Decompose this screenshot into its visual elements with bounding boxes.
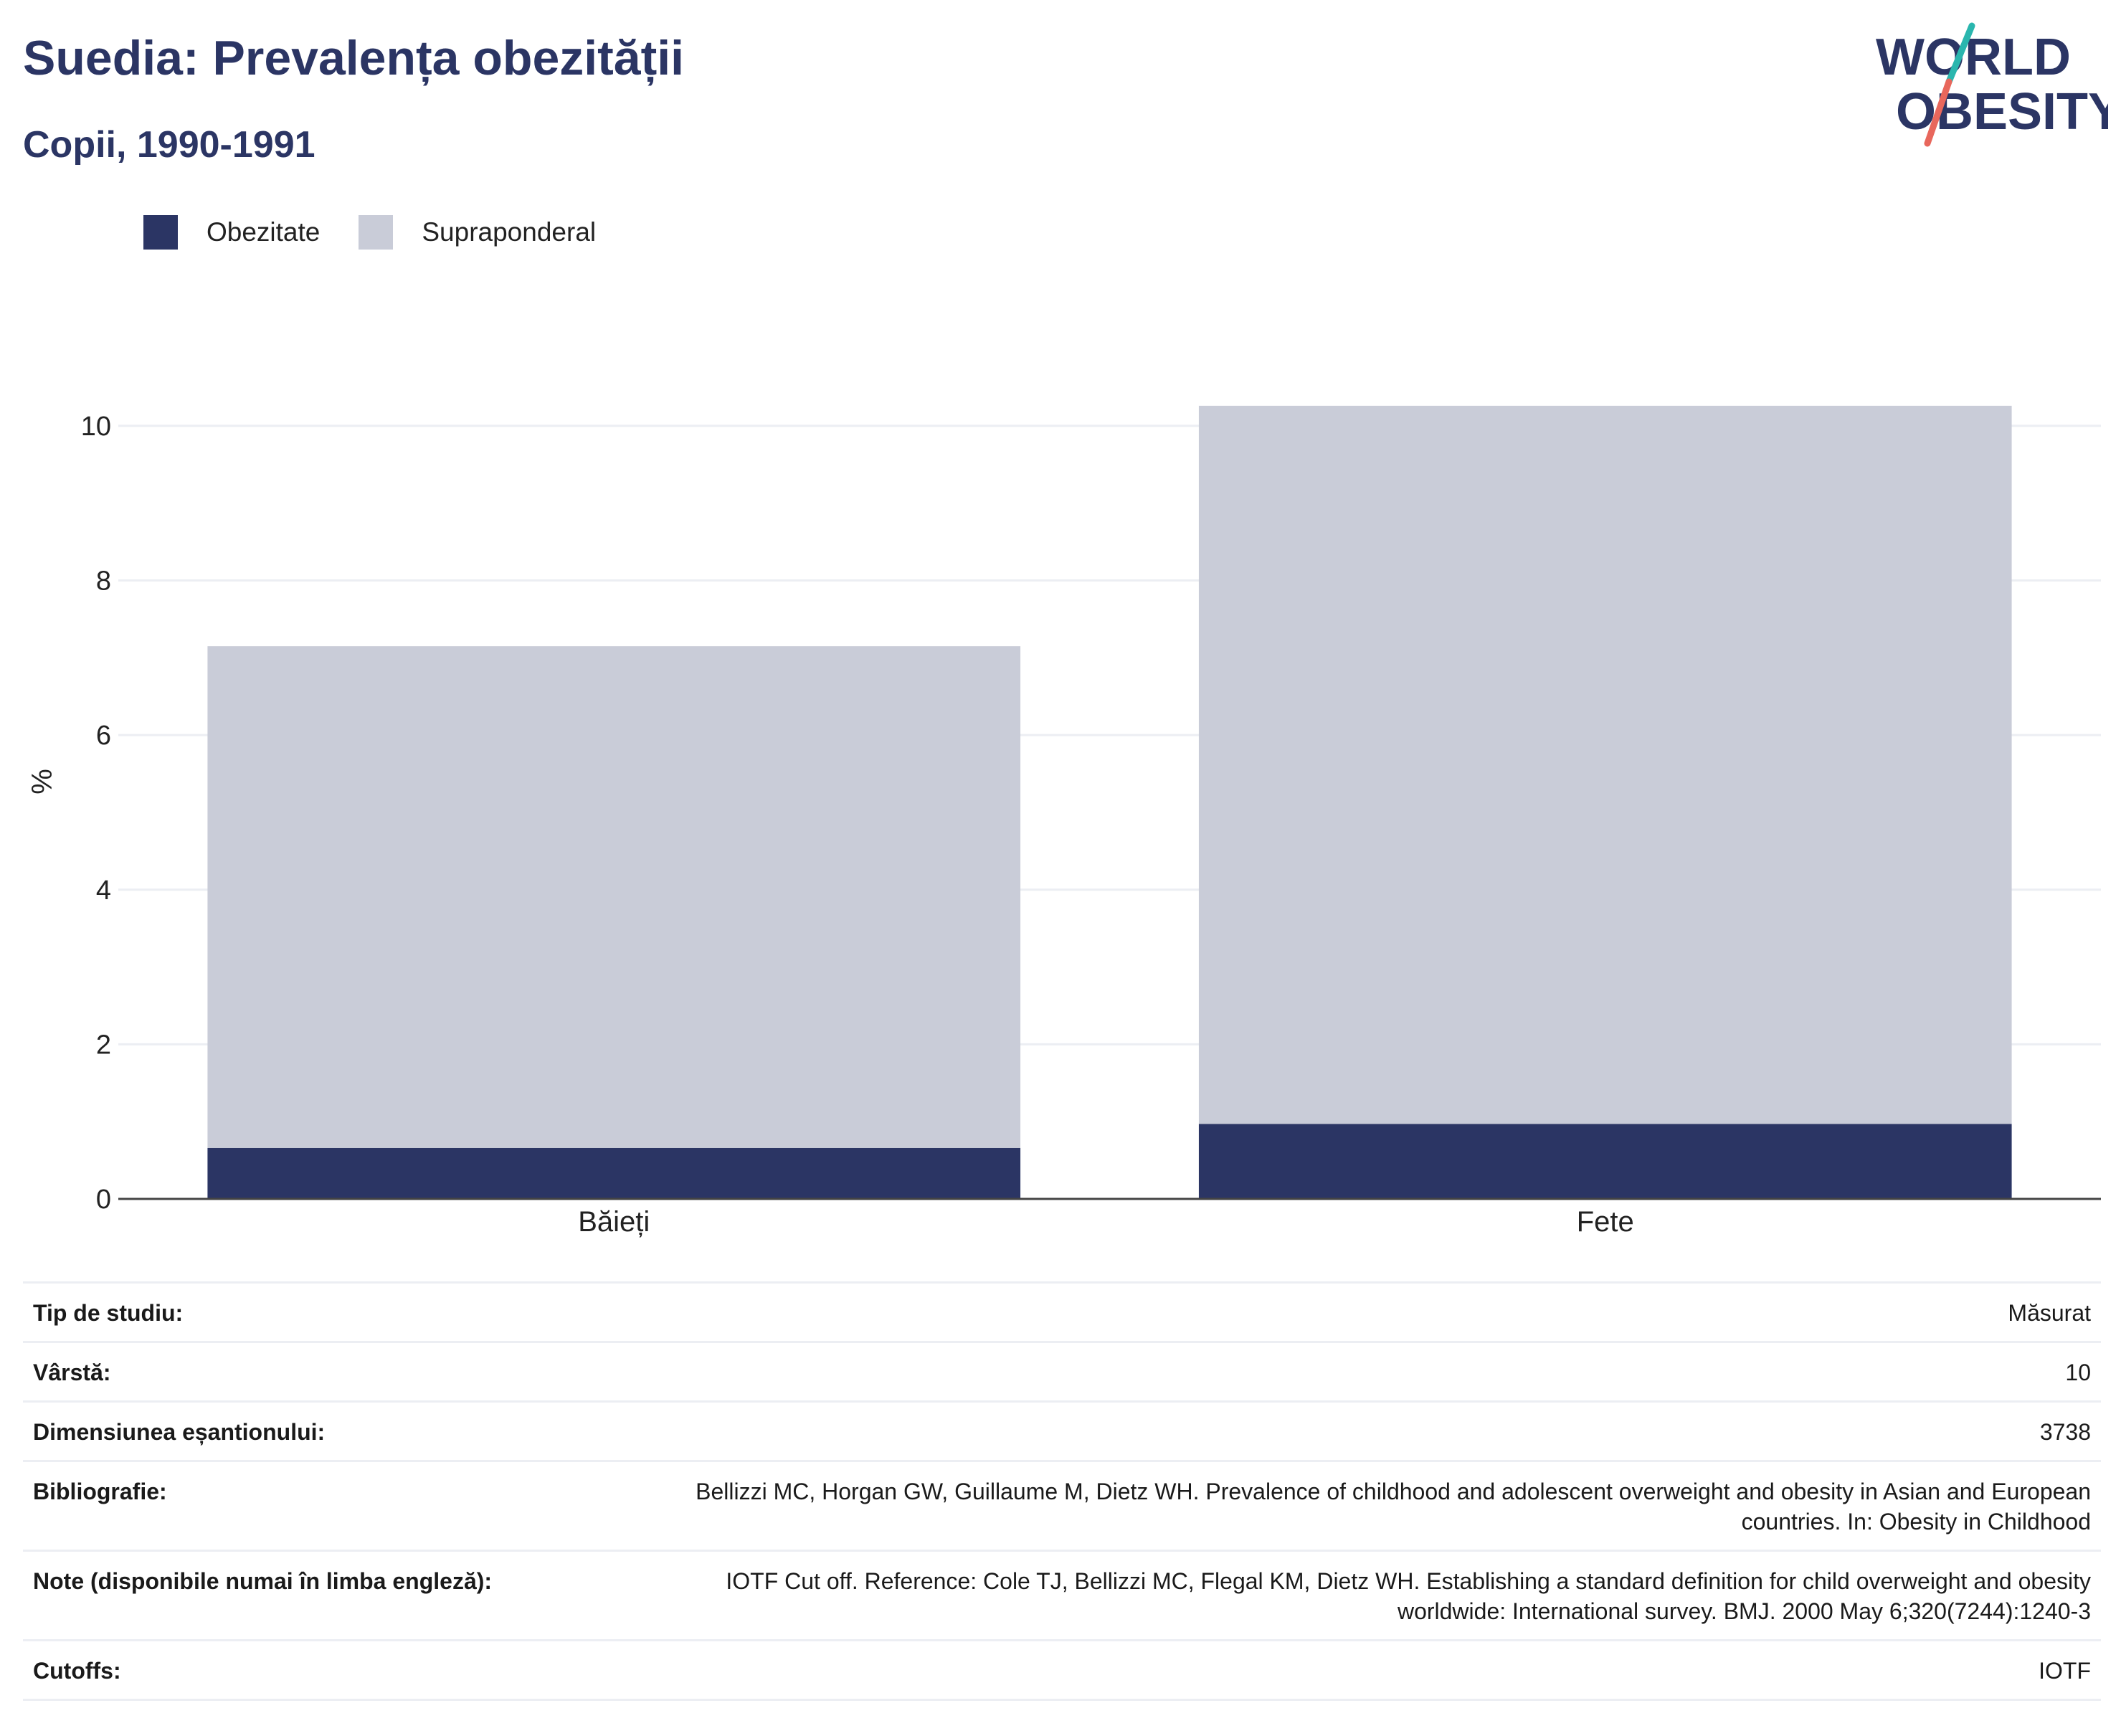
info-key: Vârstă: (23, 1341, 602, 1402)
legend-swatch-supraponderal (359, 215, 394, 250)
y-tick-label: 8 (96, 566, 111, 597)
logo-slash-teal (1945, 22, 1975, 85)
legend-item-supraponderal[interactable]: Supraponderal (359, 215, 596, 250)
bar-supraponderal-2 (1198, 405, 2012, 1124)
info-value: 3738 (602, 1400, 2101, 1461)
bar-obezitate-1 (207, 1147, 1021, 1199)
bar-chart: 0 2 4 6 8 10% Băieți Fete (27, 405, 2101, 1238)
study-info-table: Tip de studiu: Măsurat Vârstă: 10 Dimens… (23, 1281, 2101, 1701)
info-key: Note (disponibile numai în limba engleză… (23, 1550, 602, 1641)
chart-subtitle: Copii, 1990-1991 (23, 124, 315, 166)
table-row: Bibliografie: Bellizzi MC, Horgan GW, Gu… (23, 1460, 2101, 1551)
legend-label: Supraponderal (422, 217, 597, 247)
legend-swatch-obezitate (143, 215, 178, 250)
table-row: Dimensiunea eșantionului: 3738 (23, 1400, 2101, 1461)
legend-label: Obezitate (207, 217, 321, 247)
table-row: Tip de studiu: Măsurat (23, 1281, 2101, 1342)
y-tick-label: 4 (96, 876, 111, 906)
world-obesity-logo: WORLD OBESITY (1876, 22, 2108, 147)
bar-obezitate-2 (1198, 1124, 2012, 1199)
y-tick-label: 10 (81, 412, 111, 442)
logo-slash-coral (1924, 78, 1952, 147)
logo-word-world: WORLD (1876, 29, 2071, 86)
y-tick-label: 2 (96, 1030, 111, 1060)
legend: Obezitate Supraponderal (143, 215, 635, 250)
info-key: Tip de studiu: (23, 1281, 602, 1342)
info-value: IOTF (602, 1639, 2101, 1701)
info-value: 10 (602, 1341, 2101, 1402)
x-tick-label: Fete (1577, 1206, 1634, 1238)
y-axis-label: % (27, 769, 58, 795)
info-value: IOTF Cut off. Reference: Cole TJ, Belliz… (602, 1550, 2101, 1641)
bar-supraponderal-1 (207, 646, 1021, 1148)
info-value: Bellizzi MC, Horgan GW, Guillaume M, Die… (602, 1460, 2101, 1551)
table-row: Vârstă: 10 (23, 1341, 2101, 1402)
chart-title: Suedia: Prevalența obezității (23, 31, 685, 85)
y-tick-label: 6 (96, 721, 111, 751)
info-key: Dimensiunea eșantionului: (23, 1400, 602, 1461)
x-tick-label: Băieți (578, 1206, 650, 1238)
info-value: Măsurat (602, 1281, 2101, 1342)
info-key: Cutoffs: (23, 1639, 602, 1701)
info-key: Bibliografie: (23, 1460, 602, 1551)
legend-item-obezitate[interactable]: Obezitate (143, 215, 320, 250)
table-row: Cutoffs: IOTF (23, 1639, 2101, 1701)
y-tick-label: 0 (96, 1185, 111, 1215)
table-row: Note (disponibile numai în limba engleză… (23, 1550, 2101, 1641)
